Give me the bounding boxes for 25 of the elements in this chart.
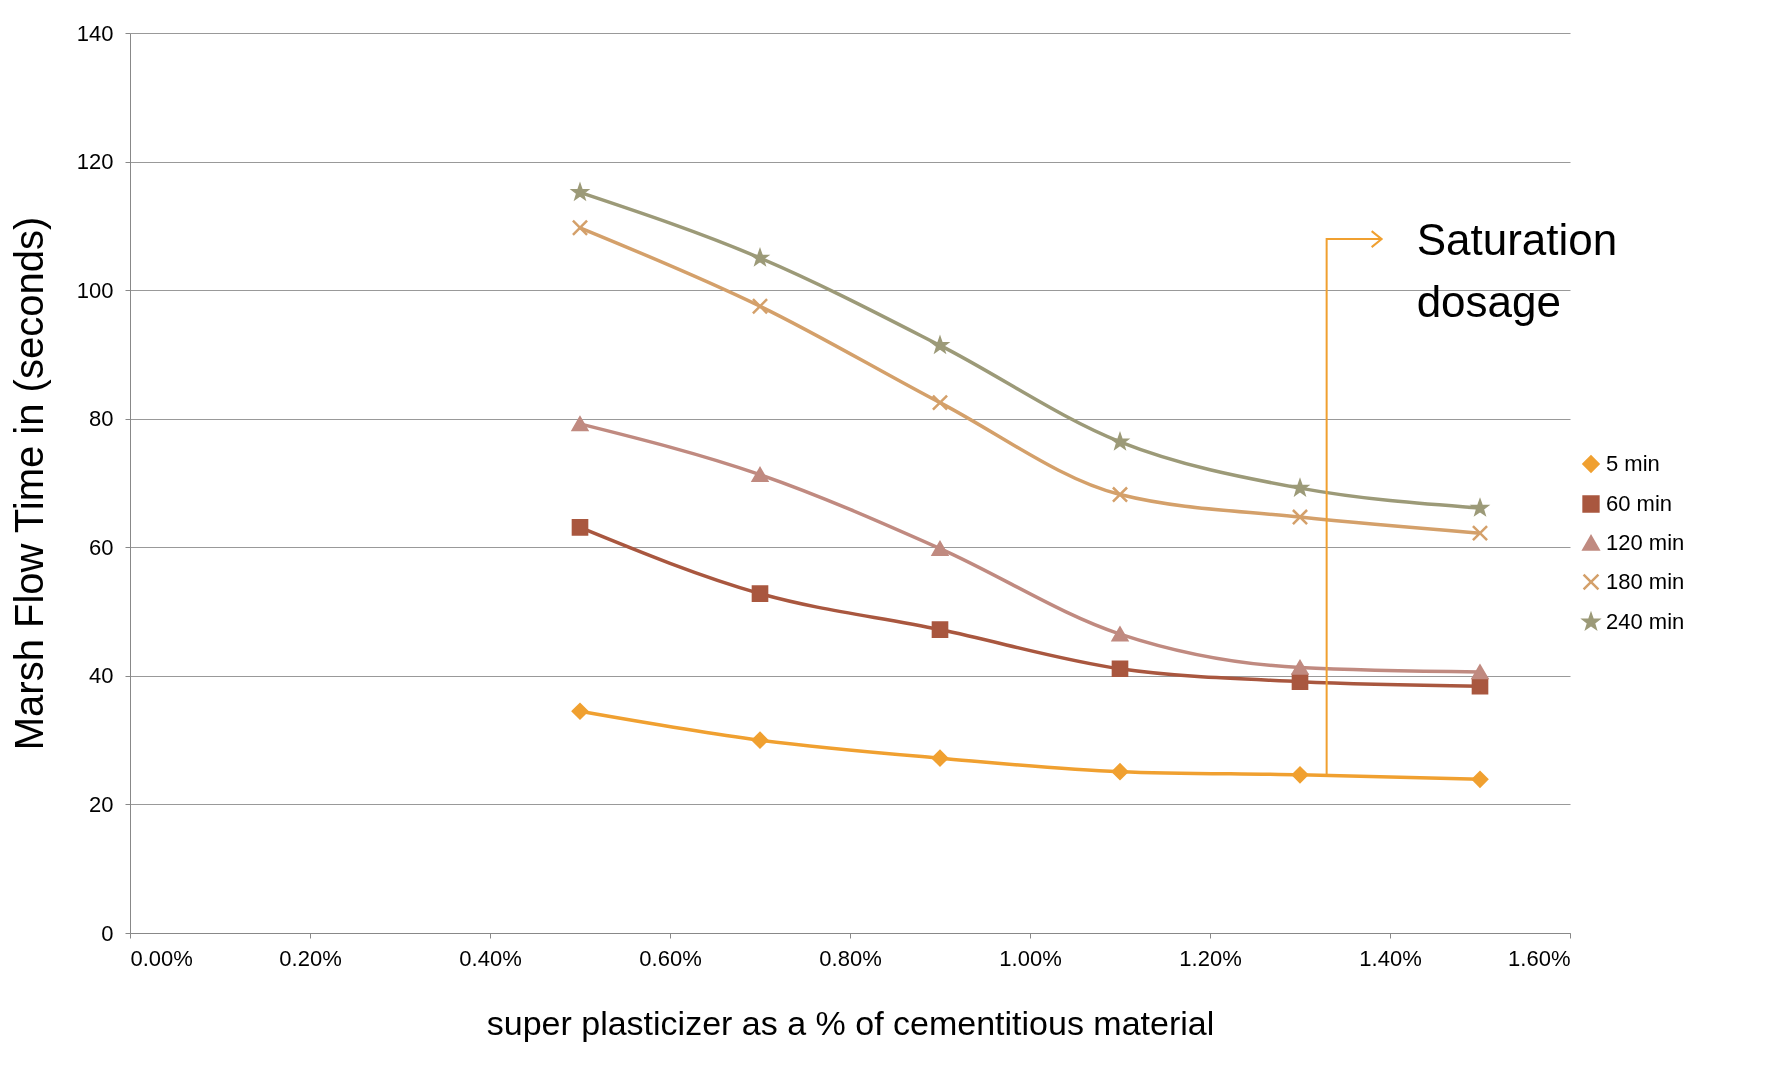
y-tick-label: 20 xyxy=(89,791,114,817)
x-tick-label: 0.20% xyxy=(279,945,342,971)
x-tick-label: 1.20% xyxy=(1179,945,1242,971)
x-tick-label: 1.60% xyxy=(1508,945,1571,971)
y-tick-label: 80 xyxy=(89,406,114,432)
x-tick-label: 0.00% xyxy=(130,945,193,971)
legend-label: 60 min xyxy=(1606,491,1673,516)
y-tick-label: 40 xyxy=(89,663,114,689)
x-tick-label: 0.80% xyxy=(819,945,882,971)
y-tick-label: 60 xyxy=(89,534,114,560)
legend-label: 120 min xyxy=(1606,530,1685,555)
annotation: Saturation dosage xyxy=(1416,214,1619,329)
legend-label: 240 min xyxy=(1606,609,1685,634)
y-tick-label: 0 xyxy=(101,920,114,946)
x-tick-label: 0.40% xyxy=(459,945,522,971)
x-tick-label: 1.40% xyxy=(1359,945,1422,971)
y-tick-label: 140 xyxy=(76,20,114,46)
y-axis-title: Marsh Flow Time in (seconds) xyxy=(6,216,51,751)
x-tick-label: 1.00% xyxy=(999,945,1062,971)
y-tick-label: 120 xyxy=(76,149,114,175)
legend-label: 5 min xyxy=(1606,451,1660,476)
x-tick-label: 0.60% xyxy=(639,945,702,971)
legend-label: 180 min xyxy=(1606,569,1685,594)
y-tick-label: 100 xyxy=(76,277,114,303)
x-axis-title: super plasticizer as a % of cementitious material xyxy=(486,1003,1215,1042)
